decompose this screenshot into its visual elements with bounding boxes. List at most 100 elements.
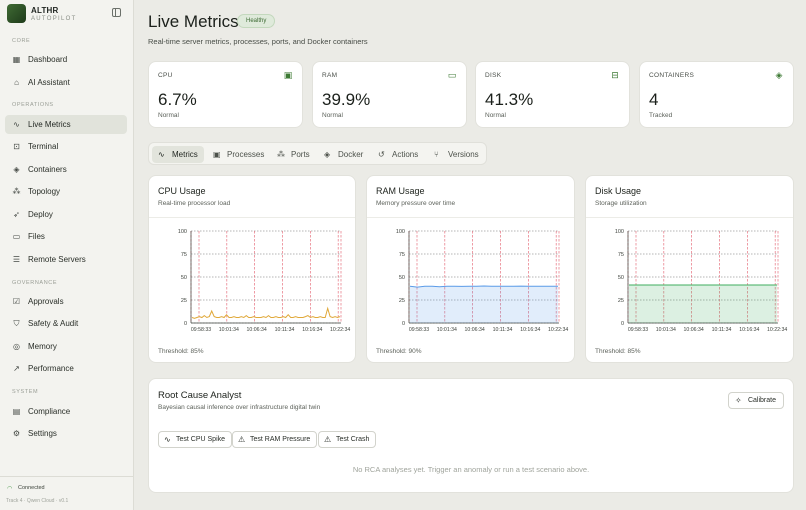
- compliance-icon: ▤: [12, 407, 21, 416]
- tab-label: Metrics: [172, 150, 198, 159]
- tab-actions[interactable]: ↺ Actions: [372, 146, 424, 163]
- activity-icon: ∿: [13, 120, 20, 129]
- sidebar-item-label: Deploy: [28, 210, 53, 219]
- sidebar-item-label: Memory: [28, 342, 57, 351]
- tab-versions[interactable]: ⑂ Versions: [428, 146, 484, 163]
- sidebar-item-label: Safety & Audit: [28, 319, 79, 328]
- stat-label: RAM: [322, 72, 338, 79]
- sidebar-item-label: Containers: [28, 165, 67, 174]
- sidebar-item-approvals[interactable]: ☑ Approvals: [5, 292, 127, 311]
- sidebar-item-containers[interactable]: ◈ Containers: [5, 160, 127, 179]
- connection-status: Connected: [18, 485, 45, 491]
- y-tick-label: 0: [184, 321, 187, 327]
- wifi-icon: ◠: [7, 486, 13, 492]
- terminal-icon: ⊡: [13, 142, 20, 151]
- sidebar-item-remote-servers[interactable]: ☰ Remote Servers: [5, 250, 127, 269]
- status-badge: Healthy: [237, 14, 276, 28]
- test-cpu-spike-button[interactable]: ∿ Test CPU Spike: [158, 431, 233, 448]
- tab-metrics[interactable]: ∿ Metrics: [152, 146, 204, 163]
- stat-sub: Normal: [322, 112, 343, 119]
- sidebar-item-dashboard[interactable]: ▦ Dashboard: [5, 50, 127, 69]
- sidebar-item-ai-assistant[interactable]: ⌂ AI Assistant: [5, 73, 127, 92]
- page-title: Live Metrics: [148, 12, 239, 31]
- sidebar-item-deploy[interactable]: ➶ Deploy: [5, 205, 127, 224]
- build-info: Track 4 · Qwen Cloud · v0.1: [6, 498, 69, 504]
- stat-card-ram: RAM ▭ 39.9% Normal: [312, 61, 467, 128]
- tab-processes[interactable]: ▣ Processes: [207, 146, 267, 163]
- stat-value: 39.9%: [322, 90, 371, 109]
- tab-docker[interactable]: ◈ Docker: [318, 146, 368, 163]
- section-label-operations: OPERATIONS: [12, 102, 54, 108]
- sidebar-item-label: Live Metrics: [28, 120, 71, 129]
- tab-ports[interactable]: ⁂ Ports: [271, 146, 315, 163]
- x-tick-label: 10:01:34: [656, 327, 676, 333]
- warning-icon: ⚠: [324, 435, 332, 444]
- sidebar-item-topology[interactable]: ⁂ Topology: [5, 182, 127, 201]
- x-tick-label: 10:16:34: [302, 327, 322, 333]
- warning-icon: ⚠: [238, 435, 246, 444]
- x-tick-label: 10:01:34: [219, 327, 239, 333]
- rca-empty-state: No RCA analyses yet. Trigger an anomaly …: [352, 465, 590, 474]
- grid-icon: ▦: [12, 55, 21, 64]
- sidebar-item-safety-audit[interactable]: ⛉ Safety & Audit: [5, 314, 127, 333]
- sidebar-item-files[interactable]: ▭ Files: [5, 227, 127, 246]
- memory-icon: ◎: [13, 342, 20, 351]
- test-crash-button[interactable]: ⚠ Test Crash: [318, 431, 377, 448]
- stat-value: 4: [649, 90, 659, 109]
- x-tick-label: 09:58:33: [628, 327, 648, 333]
- section-label-governance: GOVERNANCE: [12, 280, 58, 286]
- sidebar-item-settings[interactable]: ⚙ Settings: [5, 424, 127, 443]
- activity-icon: ∿: [158, 150, 165, 159]
- section-label-core: CORE: [12, 38, 31, 44]
- activity-icon: ∿: [164, 435, 171, 444]
- sidebar-item-label: Remote Servers: [28, 255, 86, 264]
- sidebar-footer: ◠ Connected Track 4 · Qwen Cloud · v0.1: [0, 476, 134, 510]
- test-ram-pressure-button[interactable]: ⚠ Test RAM Pressure: [232, 431, 318, 448]
- x-tick-label: 10:06:34: [465, 327, 485, 333]
- stat-sub: Normal: [485, 112, 506, 119]
- tab-label: Versions: [448, 150, 479, 159]
- network-icon: ⁂: [12, 187, 21, 196]
- sidebar-item-performance[interactable]: ↗ Performance: [5, 359, 127, 378]
- box-icon: ◈: [13, 165, 20, 174]
- divider: [149, 217, 355, 218]
- sidebar-item-live-metrics[interactable]: ∿ Live Metrics: [5, 115, 127, 134]
- chart-threshold: Threshold: 85%: [158, 348, 204, 355]
- chart-threshold: Threshold: 90%: [376, 348, 422, 355]
- x-tick-label: 10:11:34: [712, 327, 732, 333]
- button-label: Test Crash: [336, 436, 370, 443]
- y-tick-label: 25: [618, 298, 624, 304]
- sidebar-item-label: Terminal: [28, 142, 59, 151]
- brand-logo: [7, 4, 26, 23]
- sidebar-item-compliance[interactable]: ▤ Compliance: [5, 402, 127, 421]
- chart-subtitle: Real-time processor load: [158, 200, 231, 207]
- sidebar-toggle-icon[interactable]: [112, 8, 121, 17]
- sidebar-item-label: AI Assistant: [28, 78, 70, 87]
- brand[interactable]: ALTHR AUTOPILOT: [7, 4, 127, 24]
- sidebar-item-memory[interactable]: ◎ Memory: [5, 337, 127, 356]
- tab-label: Processes: [227, 150, 265, 159]
- x-tick-label: 10:06:34: [684, 327, 704, 333]
- y-tick-label: 0: [402, 321, 405, 327]
- rca-subtitle: Bayesian causal inference over infrastru…: [158, 404, 321, 411]
- y-tick-label: 50: [181, 275, 187, 281]
- box-icon: ◈: [324, 150, 331, 159]
- sparkle-icon: ✧: [734, 396, 742, 405]
- shield-icon: ⛉: [13, 319, 20, 328]
- x-tick-label: 10:16:34: [520, 327, 540, 333]
- clipboard-icon: ☑: [12, 297, 21, 306]
- x-tick-label: 10:22:34: [548, 327, 568, 333]
- y-tick-label: 75: [181, 252, 187, 258]
- y-tick-label: 25: [399, 298, 405, 304]
- stat-sub: Normal: [158, 112, 179, 119]
- y-tick-label: 50: [618, 275, 624, 281]
- calibrate-button[interactable]: ✧ Calibrate: [727, 392, 784, 409]
- brand-name: ALTHR: [31, 6, 59, 15]
- y-tick-label: 0: [621, 321, 624, 327]
- sidebar-item-terminal[interactable]: ⊡ Terminal: [5, 137, 127, 156]
- sidebar-item-label: Compliance: [28, 407, 71, 416]
- x-tick-label: 10:22:34: [767, 327, 787, 333]
- chart-title: Disk Usage: [595, 186, 642, 196]
- server-icon: ☰: [12, 255, 21, 264]
- chart-card-cpu: CPU Usage Real-time processor load 0 25 50…: [148, 175, 356, 363]
